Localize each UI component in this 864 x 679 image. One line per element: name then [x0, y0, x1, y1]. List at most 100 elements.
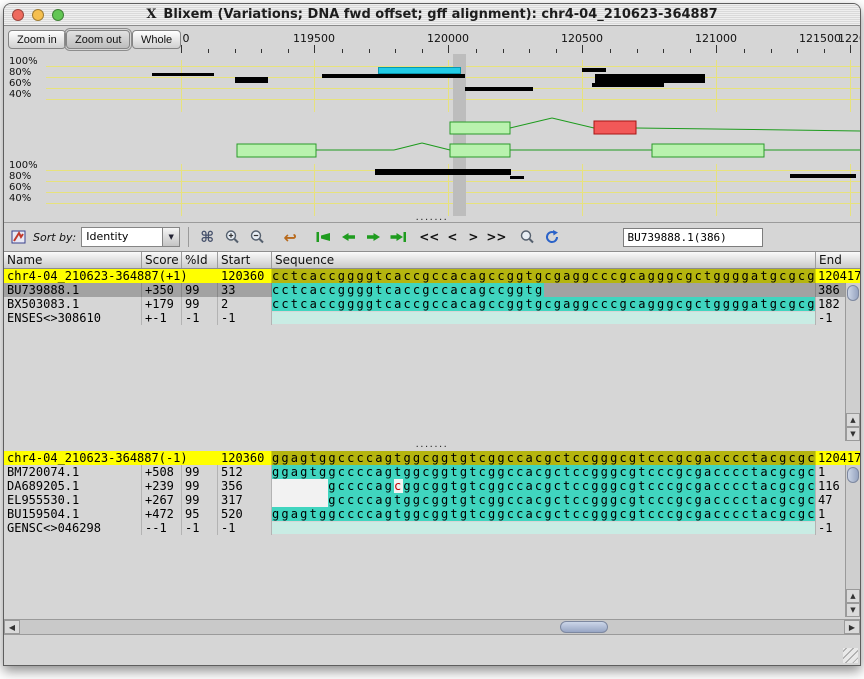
ruler-minor-tick	[369, 49, 370, 53]
ruler-minor-tick	[797, 49, 798, 53]
prev-match-button[interactable]	[338, 226, 358, 248]
alignment-row[interactable]: BM720074.1 +508 99 512 ggagtggccccagtggcggtg…	[4, 465, 860, 479]
ruler-minor-tick	[637, 49, 638, 53]
selected-range-stripe[interactable]	[453, 54, 466, 216]
match-bar[interactable]	[235, 77, 268, 83]
match-bar[interactable]	[510, 176, 524, 179]
alignment-section: chr4-04_210623-364887(+1) 120360 cctcaccgg…	[4, 269, 860, 441]
page-right-far-button[interactable]: >>	[486, 230, 507, 244]
next-match-button[interactable]	[363, 226, 383, 248]
close-button[interactable]	[12, 8, 24, 21]
cell-sequence: ggagtggccccagtggcggtgtcggccacgctccgggcgt…	[272, 465, 816, 479]
page-right-button[interactable]: >	[468, 230, 479, 244]
grid-vline	[582, 164, 583, 216]
reference-row[interactable]: chr4-04_210623-364887(+1) 120360 cctcaccgg…	[4, 269, 860, 283]
vertical-scrollbar-thumb[interactable]	[847, 285, 859, 301]
match-bar[interactable]	[465, 87, 533, 91]
header-start[interactable]: Start	[218, 252, 272, 268]
match-bar[interactable]	[375, 169, 511, 175]
exon-box	[651, 143, 765, 158]
ruler-major-tick	[716, 45, 717, 53]
ruler-label: 0	[182, 32, 190, 45]
big-picture-dots: .......	[415, 212, 449, 223]
header-score[interactable]: Score	[142, 252, 182, 268]
whole-button[interactable]: Whole	[132, 30, 182, 49]
maximize-button[interactable]	[52, 8, 64, 21]
x11-icon: X	[146, 7, 157, 22]
vertical-scrollbar[interactable]: ▲ ▼	[845, 283, 860, 441]
alignment-row[interactable]: BX503083.1 +179 99 2 cctcaccggggtcaccgccacag…	[4, 297, 860, 311]
cell-end: 47	[818, 493, 833, 507]
match-bar[interactable]	[152, 73, 214, 76]
magnifier-plus-icon	[225, 230, 239, 244]
match-bar[interactable]	[592, 83, 664, 87]
alignment-row[interactable]: ENSES<>308610 +-1 -1 -1 -1	[4, 311, 860, 325]
refresh-button[interactable]	[542, 226, 562, 248]
cell-sequence: gccccagcggcggtgtcggccacgctccgggcgtcccgcg…	[272, 479, 816, 493]
go-back-button[interactable]: ↩	[280, 226, 300, 248]
alignment-row[interactable]: BU159504.1 +472 95 520 ggagtggccccagtggcggtg…	[4, 507, 860, 521]
sort-dropdown[interactable]: Identity ▼	[81, 227, 181, 247]
match-search-input[interactable]	[623, 227, 764, 247]
header-percent-id[interactable]: %Id	[182, 252, 218, 268]
match-bar[interactable]	[582, 68, 606, 72]
big-picture[interactable]: 100% 80% 60% 40% 100% 80% 60% 40%.......	[4, 54, 860, 222]
zoom-in-button[interactable]: Zoom in	[8, 30, 66, 49]
header-sequence[interactable]: Sequence	[272, 252, 816, 268]
minimize-button[interactable]	[32, 8, 44, 21]
page-left-button[interactable]: <	[447, 230, 458, 244]
zoom-out-button[interactable]: Zoom out	[63, 28, 133, 51]
cell-percent-id	[182, 269, 218, 283]
reference-row[interactable]: chr4-04_210623-364887(-1) 120360 ggagtggcc…	[4, 451, 860, 465]
alignment-row[interactable]: BU739888.1 +350 99 33 cctcaccggggtcaccgccaca…	[4, 283, 860, 297]
cell-end: 182	[818, 297, 840, 311]
dropdown-arrow-icon[interactable]: ▼	[162, 228, 180, 246]
first-match-button[interactable]	[313, 226, 333, 248]
cell-score: +508	[142, 465, 182, 479]
grid-vline	[448, 164, 449, 216]
titlebar[interactable]: X Blixem (Variations; DNA fwd offset; gff…	[4, 4, 860, 26]
vertical-scrollbar[interactable]: ▲ ▼	[845, 465, 860, 617]
variant-box	[593, 120, 637, 135]
ruler-label: 120500	[561, 32, 603, 45]
sort-dropdown-value: Identity	[86, 230, 129, 243]
scroll-left-icon[interactable]: ◀	[4, 620, 20, 634]
ruler-label: 121000	[695, 32, 737, 45]
horizontal-scrollbar[interactable]: ◀ ▶	[4, 619, 860, 635]
scroll-down-icon[interactable]: ▼	[846, 427, 860, 441]
horizontal-scrollbar-thumb[interactable]	[560, 621, 608, 633]
header-name[interactable]: Name	[4, 252, 142, 268]
alignment-row[interactable]: GENSC<>046298 --1 -1 -1 -1	[4, 521, 860, 535]
scroll-right-icon[interactable]: ▶	[844, 620, 860, 634]
last-match-button[interactable]	[388, 226, 408, 248]
alignment-row[interactable]: EL955530.1 +267 99 317 gccccagtggcggtgtcggcc…	[4, 493, 860, 507]
scroll-up-icon[interactable]: ▲	[846, 589, 860, 603]
cell-end: 386	[818, 283, 840, 297]
alignment-row[interactable]: DA689205.1 +239 99 356 gccccagcggcggtgtcggcc…	[4, 479, 860, 493]
match-bar[interactable]	[322, 74, 465, 78]
last-match-icon	[390, 232, 406, 242]
match-bar[interactable]	[790, 174, 856, 178]
resize-grip[interactable]	[843, 648, 858, 663]
header-end[interactable]: End	[819, 253, 842, 267]
vertical-scrollbar-thumb[interactable]	[847, 467, 859, 483]
page-left-far-button[interactable]: <<	[419, 230, 440, 244]
scroll-down-icon[interactable]: ▼	[846, 603, 860, 617]
scroll-up-icon[interactable]: ▲	[846, 413, 860, 427]
magnifier-icon	[520, 230, 534, 244]
cell-score: +350	[142, 283, 182, 297]
cell-end: 1	[818, 507, 826, 521]
settings-button[interactable]: ⌘	[197, 226, 217, 248]
grid-vline	[181, 164, 182, 216]
cell-score: +-1	[142, 311, 182, 325]
sequence-text: ggagtggccccagtggcggtgtcggccacgctccgggcgt…	[272, 451, 816, 465]
match-bar[interactable]	[595, 74, 705, 83]
ruler-major-tick	[181, 45, 182, 53]
cell-start: 120360	[218, 451, 272, 465]
command-icon: ⌘	[200, 228, 215, 246]
zoom-out-detail-button[interactable]	[247, 226, 267, 248]
find-button[interactable]	[517, 226, 537, 248]
highlighted-match-bar[interactable]	[378, 67, 461, 74]
zoom-in-detail-button[interactable]	[222, 226, 242, 248]
cell-score: +267	[142, 493, 182, 507]
